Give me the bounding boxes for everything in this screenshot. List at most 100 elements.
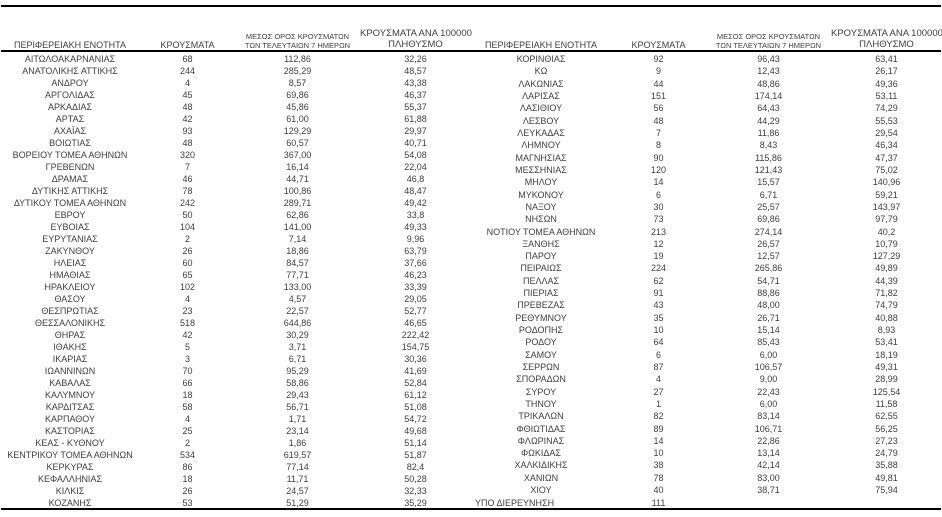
cell-region-name: ΛΑΣΙΘΙΟΥ bbox=[519, 103, 563, 114]
table-row: ΗΡΑΚΛΕΙΟΥ 102 133,00 33,39 bbox=[0, 281, 471, 293]
cell-region-name: ΧΙΟΥ bbox=[530, 485, 552, 496]
table-body-left: ΑΙΤΩΛΟΑΚΑΡΝΑΝΙΑΣ 68 112,86 32,26 ΑΝΑΤΟΛΙΚΗΣ … bbox=[0, 53, 471, 509]
cell-per100k: 52,84 bbox=[404, 378, 427, 388]
table-row: ΔΡΑΜΑΣ 46 44,71 46,8 bbox=[0, 173, 471, 185]
cell-region-name: ΜΥΚΟΝΟΥ bbox=[518, 189, 564, 200]
cell-region-name: ΙΩΑΝΝΙΝΩΝ bbox=[44, 366, 96, 376]
cell-cases: 45 bbox=[182, 90, 193, 100]
cell-per100k: 82,4 bbox=[406, 462, 425, 472]
cell-cases: 48 bbox=[653, 115, 664, 126]
table-row: ΕΥΒΟΙΑΣ 104 141,00 49,33 bbox=[0, 221, 471, 233]
cell-per100k: 49,33 bbox=[404, 222, 427, 232]
table-row: ΚΟΡΙΝΘΙΑΣ 92 96,43 63,41 bbox=[471, 53, 942, 65]
cell-avg7: 6,00 bbox=[759, 398, 778, 409]
cell-per100k: 32,33 bbox=[404, 486, 427, 496]
cell-per100k: 127,29 bbox=[872, 251, 901, 262]
column-header-avg7: ΜΕΣΟΣ ΟΡΟΣ ΚΡΟΥΣΜΑΤΩΝ ΤΩΝ ΤΕΛΕΥΤΑΙΩΝ 7 Η… bbox=[235, 7, 360, 53]
cell-avg7: 7,14 bbox=[288, 234, 307, 244]
cell-cases: 320 bbox=[179, 150, 196, 160]
cell-avg7: 85,43 bbox=[757, 337, 780, 348]
table-row: ΔΥΤΙΚΗΣ ΑΤΤΙΚΗΣ 78 100,86 48,47 bbox=[0, 185, 471, 197]
cell-avg7: 83,14 bbox=[757, 411, 780, 422]
cell-region-name: ΗΛΕΙΑΣ bbox=[53, 258, 87, 268]
column-header-cases: ΚΡΟΥΣΜΑΤΑ bbox=[160, 40, 215, 50]
cell-per100k: 44,39 bbox=[875, 275, 898, 286]
cell-region-name: ΤΗΝΟΥ bbox=[525, 398, 557, 409]
cell-per100k: 52,77 bbox=[404, 306, 427, 316]
cell-per100k: 74,79 bbox=[875, 300, 898, 311]
table-row: ΣΕΡΡΩΝ 87 106,57 49,31 bbox=[471, 361, 942, 373]
cell-region-name: ΣΑΜΟΥ bbox=[525, 349, 557, 360]
cell-cases: 104 bbox=[179, 222, 196, 232]
cell-cases: 213 bbox=[650, 226, 667, 237]
cell-cases: 78 bbox=[182, 186, 193, 196]
cell-region-name: ΚΕΡΚΥΡΑΣ bbox=[46, 462, 94, 472]
cell-avg7: 60,57 bbox=[286, 138, 309, 148]
cell-avg7: 48,86 bbox=[757, 78, 780, 89]
cell-per100k: 43,38 bbox=[404, 78, 427, 88]
table-row: ΚΕΑΣ - ΚΥΘΝΟΥ 2 1,86 51,14 bbox=[0, 437, 471, 449]
cell-cases: 73 bbox=[653, 214, 664, 225]
table-row: ΠΕΛΛΑΣ 62 54,71 44,39 bbox=[471, 275, 942, 287]
cell-cases: 224 bbox=[650, 263, 667, 274]
cell-cases: 40 bbox=[653, 485, 664, 496]
cell-per100k: 48,47 bbox=[404, 186, 427, 196]
regions-table-left: ΠΕΡΙΦΕΡΕΙΑΚΗ ΕΝΟΤΗΤΑ ΚΡΟΥΣΜΑΤΑ ΜΕΣΟΣ ΟΡΟ… bbox=[0, 7, 472, 509]
cell-cases: 68 bbox=[182, 54, 193, 64]
cell-avg7: 88,86 bbox=[757, 288, 780, 299]
cell-per100k: 46,37 bbox=[404, 90, 427, 100]
cell-avg7: 95,29 bbox=[286, 366, 309, 376]
cell-cases: 8 bbox=[655, 140, 661, 151]
column-header-region: ΠΕΡΙΦΕΡΕΙΑΚΗ ΕΝΟΤΗΤΑ bbox=[13, 40, 127, 50]
cell-per100k: 22,04 bbox=[404, 162, 427, 172]
cell-cases: 91 bbox=[653, 288, 664, 299]
cell-avg7: 61,00 bbox=[286, 114, 309, 124]
cell-cases: 4 bbox=[184, 414, 190, 424]
table-row: ΙΘΑΚΗΣ 5 3,71 154,75 bbox=[0, 341, 471, 353]
cell-cases: 53 bbox=[182, 498, 193, 508]
cell-cases: 244 bbox=[179, 66, 196, 76]
cell-cases: 48 bbox=[182, 138, 193, 148]
table-row: ΠΑΡΟΥ 19 12,57 127,29 bbox=[471, 250, 942, 262]
table-row: ΚΑΣΤΟΡΙΑΣ 25 23,14 49,68 bbox=[0, 425, 471, 437]
cell-avg7: 30,29 bbox=[286, 330, 309, 340]
cell-per100k: 8,93 bbox=[877, 325, 896, 336]
cell-avg7: 15,57 bbox=[757, 177, 780, 188]
table-row: ΦΛΩΡΙΝΑΣ 14 22,86 27,23 bbox=[471, 435, 942, 447]
column-header-avg7: ΜΕΣΟΣ ΟΡΟΣ ΚΡΟΥΣΜΑΤΩΝ ΤΩΝ ΤΕΛΕΥΤΑΙΩΝ 7 Η… bbox=[706, 7, 831, 53]
cell-region-name: ΚΩ bbox=[534, 66, 548, 77]
cell-region-name: ΓΡΕΒΕΝΩΝ bbox=[45, 162, 95, 172]
table-row: ΕΒΡΟΥ 50 62,86 33,8 bbox=[0, 209, 471, 221]
cell-region-name: ΚΙΛΚΙΣ bbox=[55, 486, 85, 496]
cell-cases: 48 bbox=[182, 102, 193, 112]
cell-region-name: ΙΚΑΡΙΑΣ bbox=[52, 354, 88, 364]
cell-avg7: 8,43 bbox=[759, 140, 778, 151]
table-row: ΦΘΙΩΤΙΔΑΣ 89 106,71 56,25 bbox=[471, 422, 942, 434]
table-row: ΝΟΤΙΟΥ ΤΟΜΕΑ ΑΘΗΝΩΝ 213 274,14 40,2 bbox=[471, 225, 942, 237]
cell-cases: 58 bbox=[182, 402, 193, 412]
table-row: ΑΡΤΑΣ 42 61,00 61,88 bbox=[0, 113, 471, 125]
cell-cases: 43 bbox=[653, 300, 664, 311]
cell-per100k: 40,71 bbox=[404, 138, 427, 148]
cell-avg7: 174,14 bbox=[754, 91, 783, 102]
cell-per100k: 33,39 bbox=[404, 282, 427, 292]
cell-region-name: ΘΕΣΠΡΩΤΙΑΣ bbox=[41, 306, 99, 316]
cell-per100k: 55,53 bbox=[875, 115, 898, 126]
cell-region-name: ΒΟΡΕΙΟΥ ΤΟΜΕΑ ΑΘΗΝΩΝ bbox=[12, 150, 128, 160]
cell-per100k: 41,69 bbox=[404, 366, 427, 376]
cell-avg7: 25,57 bbox=[757, 201, 780, 212]
cell-cases: 46 bbox=[182, 174, 193, 184]
table-row: ΔΥΤΙΚΟΥ ΤΟΜΕΑ ΑΘΗΝΩΝ 242 289,71 49,42 bbox=[0, 197, 471, 209]
cell-cases: 1 bbox=[655, 398, 661, 409]
cell-region-name: ΚΑΛΥΜΝΟΥ bbox=[44, 390, 96, 400]
cell-per100k: 56,25 bbox=[875, 423, 898, 434]
tables-container: ΠΕΡΙΦΕΡΕΙΑΚΗ ΕΝΟΤΗΤΑ ΚΡΟΥΣΜΑΤΑ ΜΕΣΟΣ ΟΡΟ… bbox=[0, 7, 942, 509]
cell-cases: 3 bbox=[184, 354, 190, 364]
cell-cases: 14 bbox=[653, 435, 664, 446]
cell-avg7: 64,43 bbox=[757, 103, 780, 114]
table-row: ΑΝΑΤΟΛΙΚΗΣ ΑΤΤΙΚΗΣ 244 285,29 48,57 bbox=[0, 65, 471, 77]
table-row: ΛΑΣΙΘΙΟΥ 56 64,43 74,29 bbox=[471, 102, 942, 114]
cell-avg7: 56,71 bbox=[286, 402, 309, 412]
cell-cases: 5 bbox=[184, 342, 190, 352]
